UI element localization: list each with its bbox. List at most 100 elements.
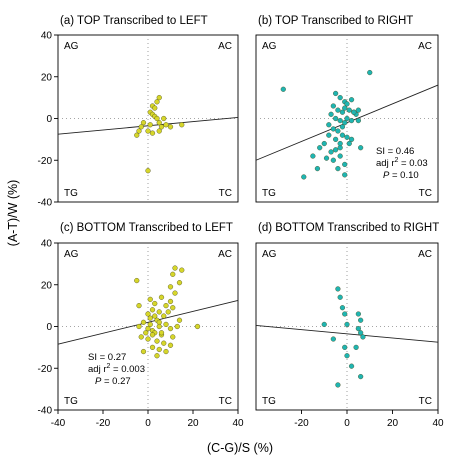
- panel-d-xtick-label: 0: [344, 418, 350, 429]
- panel-c-point: [156, 309, 162, 315]
- panel-d-corner-tg: TG: [262, 396, 276, 407]
- panel-d-xtick-label: 20: [387, 418, 399, 429]
- panel-c-point: [147, 321, 153, 328]
- panel-c-point: [156, 323, 162, 330]
- panel-b-point: [280, 86, 286, 92]
- panel-b-point: [348, 97, 355, 103]
- panel-c-point: [145, 311, 151, 317]
- panel-d-point: [344, 353, 350, 359]
- panel-b-point: [342, 172, 348, 178]
- panel-b-point: [301, 174, 307, 180]
- panel-c-ytick-label: -40: [38, 406, 53, 417]
- panel-c-point: [194, 323, 201, 330]
- panel-c-point: [167, 325, 174, 332]
- panel-b-point: [335, 128, 341, 134]
- panel-c-point: [147, 315, 153, 321]
- panel-c-corner-ac: AC: [218, 249, 232, 260]
- panel-c-point: [163, 303, 169, 309]
- panel-d-xtick-label: -20: [294, 418, 309, 429]
- panel-c-title: (c) BOTTOM Transcribed to LEFT: [60, 222, 233, 234]
- panel-b-point: [323, 155, 330, 161]
- panel-b-point: [346, 107, 352, 113]
- panel-c-point: [158, 294, 165, 300]
- panel-b-point: [344, 115, 350, 122]
- panel-c-point: [147, 296, 153, 302]
- panel-a-point: [138, 124, 144, 130]
- panel-b-point: [330, 126, 336, 132]
- panel-b-point: [337, 140, 343, 147]
- panel-c-point: [174, 323, 180, 330]
- panel-a-ytick-label: -20: [38, 156, 53, 167]
- panel-c-point: [172, 265, 178, 271]
- panel-c-xtick-label: 20: [187, 418, 199, 429]
- panel-c-point: [138, 334, 144, 340]
- panel-d-corner-ag: AG: [262, 249, 277, 260]
- panel-d-point: [330, 336, 336, 342]
- panel-a-ytick-label: -40: [38, 198, 53, 209]
- panel-a-point: [152, 105, 158, 111]
- panel-c-point: [140, 319, 147, 325]
- panel-b-stat-si: SI = 0.46: [376, 146, 414, 157]
- panel-c-point: [143, 330, 149, 336]
- panel-c-point: [154, 353, 160, 359]
- panel-c-point: [163, 321, 169, 328]
- panel-a-point: [149, 130, 156, 136]
- panel-b-point: [348, 136, 355, 142]
- panel-d-point: [353, 344, 359, 350]
- panel-b-point: [335, 107, 341, 113]
- panel-c-xtick-label: -20: [96, 418, 111, 429]
- panel-b-point: [351, 109, 357, 115]
- panel-b-point: [344, 101, 350, 107]
- panel-b-point: [333, 90, 339, 97]
- panel-b-point: [342, 120, 348, 126]
- panel-d-point: [344, 321, 350, 328]
- panel-a: (a) TOP Transcribed to LEFT 40 20 0 -20 -40 A…: [38, 15, 239, 209]
- panel-a-corner-ac: AC: [218, 41, 232, 52]
- panel-c-point: [167, 298, 174, 305]
- panel-b-point: [342, 105, 348, 111]
- panel-c-regression-line: [57, 299, 239, 345]
- panel-a-corner-ag: AG: [64, 41, 79, 52]
- panel-c-point: [145, 325, 151, 332]
- panel-c-point: [136, 323, 142, 330]
- panel-c-corner-tc: TC: [219, 396, 232, 407]
- panel-a-point: [167, 124, 174, 130]
- panel-c-point: [179, 267, 185, 273]
- panel-b-corner-tc: TC: [419, 188, 432, 199]
- panel-c-ytick-label: -20: [38, 364, 53, 375]
- panel-a-point: [158, 124, 165, 130]
- panel-d: (d) BOTTOM Transcribed to RIGHT -20 0 20 40…: [255, 222, 444, 429]
- panel-b-point: [355, 117, 361, 124]
- panel-d-point: [355, 325, 361, 332]
- panel-b-point: [346, 140, 352, 147]
- panel-c: (c) BOTTOM Transcribed to LEFT 40 20 0 -20 -…: [38, 222, 244, 429]
- panel-c-point: [152, 313, 158, 319]
- panel-b-point: [337, 153, 343, 159]
- panel-d-point: [342, 344, 348, 350]
- panel-b-point: [333, 147, 339, 153]
- panel-b-point: [367, 69, 373, 76]
- panel-b-point: [326, 122, 332, 128]
- panel-b-point: [321, 140, 327, 147]
- panel-b-point: [328, 111, 334, 117]
- panel-c-point: [172, 290, 178, 296]
- panel-d-point: [337, 294, 343, 300]
- panel-c-stat-adj-r2: adj r2 = 0.003: [88, 363, 145, 375]
- panel-d-corner-tc: TC: [419, 396, 432, 407]
- panel-c-point: [176, 317, 183, 323]
- panel-a-point: [140, 120, 147, 126]
- panel-c-point: [170, 334, 176, 340]
- panel-c-point: [163, 348, 169, 355]
- panel-b-point: [342, 161, 348, 168]
- panel-d-corner-ac: AC: [418, 249, 432, 260]
- panel-c-corner-tg: TG: [64, 396, 78, 407]
- panel-a-point: [156, 120, 162, 126]
- panel-d-point: [335, 382, 341, 388]
- panel-b-stat-adj-r2: adj r2 = 0.03: [376, 157, 428, 169]
- panel-b-point: [335, 166, 341, 172]
- panel-c-stat-p: P = 0.27: [95, 376, 131, 387]
- panel-a-ytick-label: 0: [46, 114, 52, 125]
- panel-d-point: [360, 334, 366, 340]
- panel-c-xtick-label: 0: [145, 418, 151, 429]
